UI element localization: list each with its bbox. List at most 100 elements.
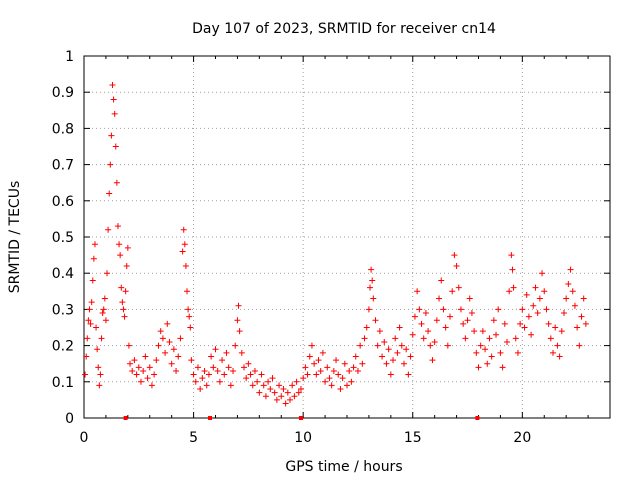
data-point [235,302,242,309]
data-point [260,382,267,389]
data-point [208,353,215,360]
data-point [118,284,125,291]
data-point [567,266,574,273]
data-point [162,349,169,356]
data-point [135,364,142,371]
data-point [536,295,543,302]
x-tick-label: 20 [513,430,531,446]
data-point [96,382,103,389]
data-point [352,353,359,360]
data-point [521,324,528,331]
data-point [528,331,535,338]
data-point [326,375,333,382]
data-point [82,371,89,378]
data-point [159,335,166,342]
data-point [418,320,425,327]
data-points [82,81,589,420]
data-point [451,252,458,259]
data-point [140,367,147,374]
data-point [188,357,195,364]
data-point [387,371,394,378]
data-point [530,302,537,309]
data-point [185,306,192,313]
data-point [175,353,182,360]
data-point [337,386,344,393]
data-point [346,367,353,374]
data-point [151,371,158,378]
data-point [267,386,274,393]
data-point [304,371,311,378]
data-point [381,338,388,345]
data-point [398,342,405,349]
data-point [319,349,326,356]
data-point [409,331,416,338]
data-point [164,320,171,327]
data-point [534,310,541,317]
data-point [269,375,276,382]
data-point [258,371,265,378]
data-point [265,378,272,385]
data-point [243,375,250,382]
data-point [99,310,106,317]
data-point [85,317,92,324]
data-point [177,335,184,342]
data-point [313,371,320,378]
data-point [216,378,223,385]
data-point [506,288,513,295]
data-point [574,324,581,331]
data-point [361,335,368,342]
data-point [315,357,322,364]
data-point [247,371,254,378]
data-point [91,241,98,248]
data-point [179,248,186,255]
data-point [372,317,379,324]
y-tick-label: 0.1 [52,375,74,391]
y-tick-label: 0.6 [52,194,74,210]
data-point [104,270,111,277]
data-point [221,371,228,378]
data-point [560,310,567,317]
data-point [117,252,124,259]
data-point [414,288,421,295]
data-point [379,353,386,360]
data-point [100,306,107,313]
data-point [249,382,256,389]
data-point [144,375,151,382]
data-point [108,132,115,139]
data-point [374,342,381,349]
data-point [212,346,219,353]
y-tick-label: 0.4 [52,266,74,282]
data-point [464,317,471,324]
data-point [203,382,210,389]
data-point [425,328,432,335]
data-point [368,266,375,273]
data-point [197,386,204,393]
data-point [110,96,117,103]
data-point [300,375,307,382]
data-point [563,295,570,302]
data-point [94,346,101,353]
data-point [365,306,372,313]
data-point [344,382,350,389]
data-point [180,226,187,233]
y-tick-label: 0.2 [52,339,74,355]
data-point [287,396,294,403]
data-point [181,241,188,248]
data-point [493,331,500,338]
data-point [214,367,221,374]
data-point [350,364,357,371]
data-point [354,367,361,374]
data-point [508,252,515,259]
data-point [359,360,366,367]
data-point [416,306,423,313]
data-point [433,317,440,324]
y-tick-label: 0.8 [52,121,74,137]
data-point [519,306,526,313]
data-point [429,357,436,364]
data-point [486,335,493,342]
data-point [133,371,140,378]
data-point [569,288,576,295]
data-point [539,270,546,277]
data-point [383,360,390,367]
data-point [394,349,401,356]
